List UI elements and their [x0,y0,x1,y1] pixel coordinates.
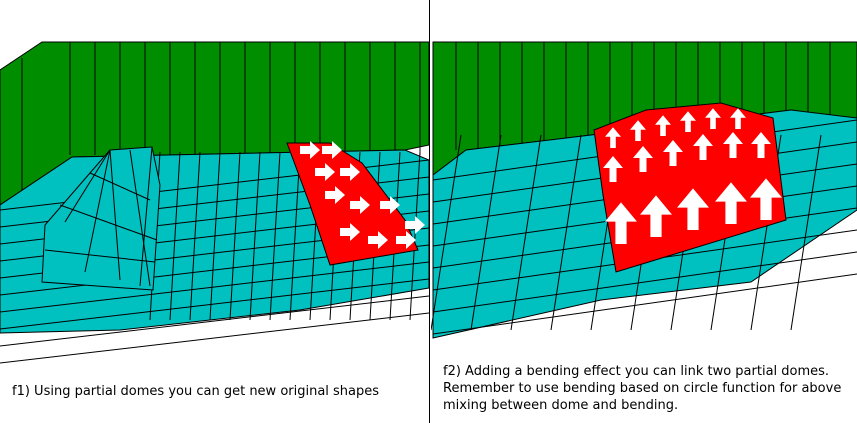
f1-grid-line [269,151,281,321]
figure-f1: f1) Using partial domes you can get new … [0,41,429,399]
f1-grid-line [289,151,301,321]
f1-arrow [340,163,360,181]
f1-dome-mesh [44,146,158,287]
f1-arrow [325,186,345,204]
f2-grid-line [510,134,542,331]
f1-arrow [315,163,335,181]
f2-arrow [751,132,771,158]
f1-arrows [300,141,425,249]
f2-arrow [633,146,653,172]
caption-f2: f2) Adding a bending effect you can link… [443,364,842,413]
f2-arrow [605,202,637,244]
f2-arrow [705,108,721,129]
f1-arrow [368,231,388,249]
f1-grid-line [0,312,429,364]
f1-arrow [405,216,425,234]
f1-partial-dome-left [41,146,161,291]
f2-bent-dome-red [593,102,787,273]
f2-arrow [603,156,623,182]
f2-arrow [715,182,747,224]
f2-arrow [655,115,671,136]
f1-grid-line [189,151,201,321]
f1-wall-ribs [21,42,421,190]
panel-divider [429,0,430,423]
f2-arrow [663,140,683,166]
f1-grid-line [169,151,181,321]
f1-grid-line [0,278,429,330]
figure-f2: f2) Adding a bending effect you can link… [431,0,857,423]
f2-arrow [750,178,782,220]
f1-grid-line [0,261,429,313]
f1-arrow [396,231,416,249]
f1-arrow [300,141,320,159]
f2-grid-line [470,134,502,331]
f1-arrow [322,141,342,159]
f2-arrow [677,188,709,230]
f2-arrow [693,134,713,160]
caption-f1: f1) Using partial domes you can get new … [12,384,380,399]
f1-grid-line [409,151,421,321]
f1-arrow [340,223,360,241]
f2-grid-line [432,251,857,313]
f2-arrow [730,108,746,129]
f2-grid-line [550,134,582,331]
f2-arrow [605,127,621,148]
f2-arrow [680,111,696,132]
f2-arrow [630,120,646,141]
f2-render [431,41,857,340]
f1-grid-line [249,151,261,321]
f1-grid-line [229,151,241,321]
f1-render [0,41,429,364]
f2-arrows [603,108,782,244]
f2-grid-line [431,134,462,331]
f2-arrow [640,195,672,237]
f1-arrow [350,196,370,214]
f2-grid-line [432,273,857,335]
f1-grid-line [0,295,429,347]
f1-grid-line [209,151,221,321]
f2-grid-line [790,134,822,331]
f1-arrow [380,196,400,214]
f2-arrow [723,132,743,158]
